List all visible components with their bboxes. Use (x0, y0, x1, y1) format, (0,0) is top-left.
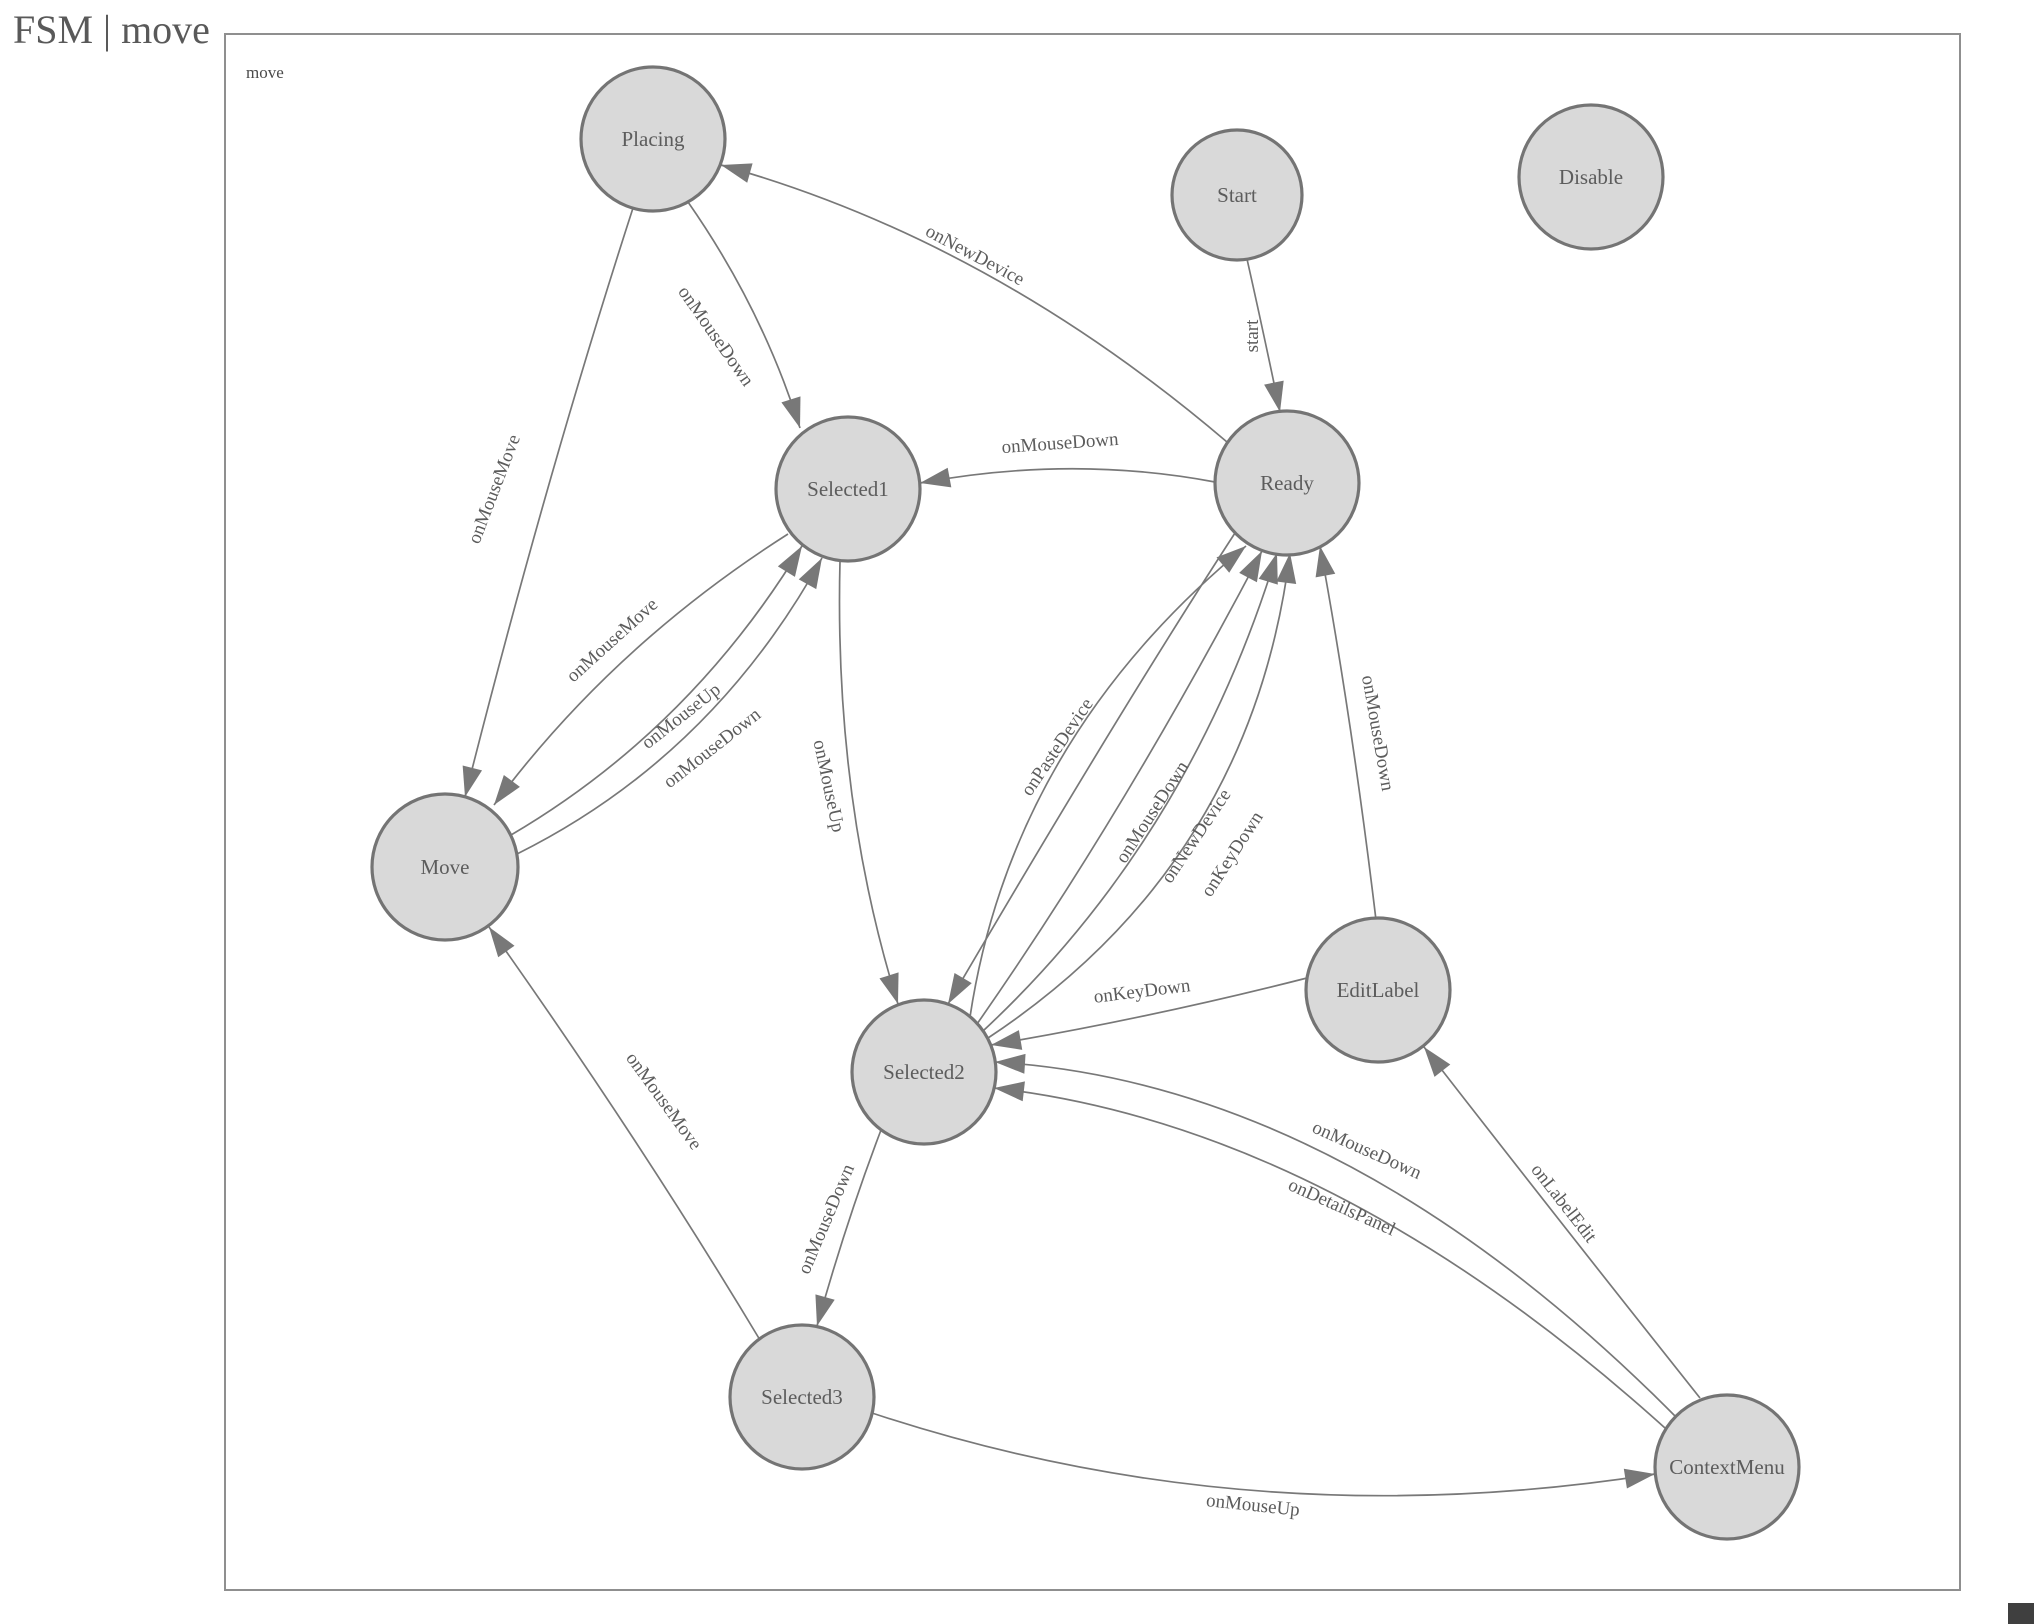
transition-ready-placing-onnewdevice[interactable] (720, 164, 1228, 443)
state-label-selected3: Selected3 (761, 1385, 843, 1409)
state-node-move[interactable] (370, 792, 520, 942)
transitions-layer (462, 163, 1701, 1497)
arrowhead-icon (1216, 546, 1246, 573)
transition-label: onMouseDown (1309, 1117, 1425, 1184)
transition-selected2-ready-onnewdevice[interactable] (982, 552, 1278, 1032)
arrowhead-icon (879, 972, 899, 1004)
transition-label: onMouseUp (1205, 1490, 1301, 1521)
transition-placing-selected1-onmousedown[interactable] (687, 201, 801, 429)
edge-labels-layer: onNewDevice onMouseDown onMouseMove start on… (464, 221, 1601, 1521)
state-label-selected1: Selected1 (807, 477, 889, 501)
state-node-editlabel[interactable] (1304, 916, 1452, 1064)
arrowhead-icon (1315, 546, 1336, 578)
state-label-move: Move (421, 855, 470, 879)
arrowhead-icon (1264, 380, 1284, 412)
transition-contextmenu-selected2-onmousedown[interactable] (994, 1061, 1677, 1418)
arrowhead-icon (995, 1053, 1026, 1074)
transition-contextmenu-selected2-ondetailspanel[interactable] (993, 1087, 1666, 1429)
transition-label: start (1242, 319, 1263, 352)
transition-label: onPasteDevice (1017, 695, 1098, 800)
transition-selected2-ready-onmousedown[interactable] (976, 550, 1263, 1025)
state-label-placing: Placing (622, 127, 685, 151)
diagram-group-label: move (246, 63, 284, 82)
arrowhead-icon (815, 1294, 835, 1326)
transition-label: onMouseDown (1001, 429, 1120, 458)
transition-move-selected1-onmouseup[interactable] (510, 545, 803, 836)
transition-move-selected1-onmousedown[interactable] (516, 557, 823, 855)
state-node-contextmenu[interactable] (1653, 1393, 1801, 1541)
arrowhead-icon (920, 467, 952, 488)
state-node-disable[interactable] (1517, 103, 1665, 251)
scrollbar-corner (2008, 1603, 2034, 1624)
state-label-start: Start (1217, 183, 1257, 207)
state-node-selected3[interactable] (728, 1323, 876, 1471)
transition-label: onMouseMove (464, 432, 525, 547)
arrowhead-icon (462, 765, 483, 797)
state-label-disable: Disable (1559, 165, 1623, 189)
arrowhead-icon (1276, 553, 1297, 585)
state-node-ready[interactable] (1213, 409, 1361, 557)
transition-selected1-move-onmousemove[interactable] (493, 533, 789, 806)
arrowhead-icon (1239, 551, 1262, 583)
arrowhead-icon (489, 927, 515, 958)
arrowhead-icon (991, 1030, 1023, 1050)
arrowhead-icon (777, 546, 802, 577)
transition-selected2-ready-onpastedevice[interactable] (969, 545, 1247, 1018)
page-title: FSM | move (13, 7, 210, 52)
transition-editlabel-ready-onmousedown[interactable] (1319, 545, 1377, 921)
arrowhead-icon (1424, 1047, 1451, 1077)
diagram-frame: move (224, 33, 1961, 1591)
arrowhead-icon (1258, 553, 1278, 585)
states-layer: Placing Start Disable Ready Selected1 Move Sel… (370, 65, 1801, 1541)
arrowhead-icon (781, 396, 801, 428)
arrowhead-icon (798, 558, 822, 590)
arrowhead-icon (494, 774, 520, 805)
transition-label: onMouseDown (1357, 674, 1398, 794)
transition-contextmenu-editlabel-onlabeledit[interactable] (1423, 1046, 1701, 1399)
transition-selected1-selected2-onmouseup[interactable] (838, 560, 899, 1005)
state-label-ready: Ready (1260, 471, 1314, 495)
transition-label: onLabelEdit (1526, 1160, 1601, 1248)
state-node-start[interactable] (1170, 128, 1304, 262)
transition-label: onNewDevice (922, 221, 1028, 291)
transition-editlabel-selected2-onkeydown[interactable] (990, 977, 1308, 1046)
state-node-placing[interactable] (579, 65, 727, 213)
state-label-editlabel: EditLabel (1337, 978, 1420, 1002)
transition-selected3-move-onmousemove[interactable] (488, 926, 761, 1341)
state-node-selected1[interactable] (774, 415, 922, 563)
state-label-contextmenu: ContextMenu (1669, 1455, 1785, 1479)
arrowhead-icon (721, 163, 753, 183)
arrowhead-icon (948, 973, 972, 1004)
transition-selected3-contextmenu-onmouseup[interactable] (871, 1412, 1656, 1497)
transition-placing-move-onmousemove[interactable] (464, 207, 634, 798)
transition-ready-selected1-onmousedown[interactable] (919, 467, 1216, 484)
arrowhead-icon (994, 1081, 1025, 1102)
state-label-selected2: Selected2 (883, 1060, 965, 1084)
state-node-selected2[interactable] (850, 998, 998, 1146)
transition-label: onMouseUp (808, 738, 848, 834)
transition-label: onMouseDown (673, 282, 758, 390)
transition-label: onKeyDown (1093, 975, 1192, 1008)
transition-selected2-ready-onkeydown[interactable] (987, 552, 1291, 1039)
transition-label: onMouseMove (563, 594, 663, 687)
arrowhead-icon (1623, 1468, 1655, 1489)
